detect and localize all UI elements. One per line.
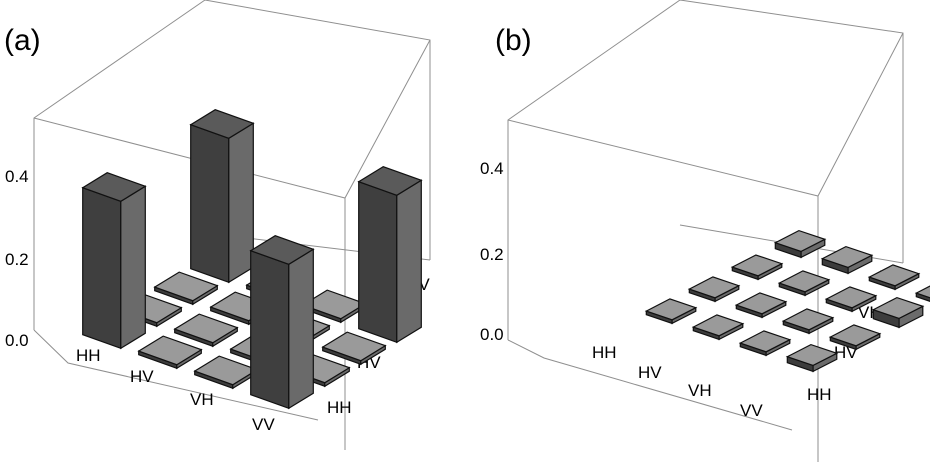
panel-b-bar-VV-HV (828, 324, 882, 351)
panel-b-row-labels: HH HV VH VV (592, 343, 763, 420)
panel-a-ztick-0.0: 0.0 (5, 331, 29, 350)
panel-a-label: (a) (4, 24, 41, 57)
panel-a-row-labels: HH HV VH VV (76, 346, 275, 434)
panel-b-col-label-HH: HH (807, 385, 832, 404)
panel-b-ztick-0.4: 0.4 (480, 159, 504, 178)
panel-b-row-label-VH: VH (688, 381, 712, 400)
panel-b-row-label-HV: HV (638, 363, 662, 382)
panel-b-ticks: 0.4 0.2 0.0 (480, 159, 504, 344)
panel-a-bars (81, 109, 423, 410)
panel-b-bar-VV-VV (914, 285, 930, 302)
panel-b-bar-HV-VH (777, 270, 831, 297)
panel-b-bar-VH-VH (824, 286, 878, 313)
panel-b-bar-VH-HH (738, 330, 792, 357)
panel-a-row-label-VV: VV (252, 415, 275, 434)
panel-b-bar-HV-HH (691, 314, 745, 341)
panel-a-row-label-HH: HH (76, 346, 101, 365)
panel-a-bar-HV-HH (137, 335, 203, 370)
panel-b: (b) 0.4 0.2 0.0 HH HV VH VV HH HV VH VV (480, 0, 930, 462)
panel-b-label: (b) (495, 24, 532, 57)
panel-a-ztick-0.2: 0.2 (5, 250, 29, 269)
panel-a-row-label-VH: VH (190, 390, 214, 409)
panel-b-bar-HV-VV (820, 245, 874, 275)
panel-a-row-label-HV: HV (130, 367, 154, 386)
panel-a-ticks: 0.4 0.2 0.0 (5, 167, 29, 350)
panel-b-bar-HH-VH (730, 254, 784, 281)
panel-b-bars (644, 229, 930, 373)
panel-a-bar-HV-HV (173, 313, 239, 348)
panel-b-bar-HH-VV (773, 229, 827, 259)
panel-b-bar-VV-VH (871, 296, 925, 329)
panel-a: (a) 0.4 0.2 0.0 HH HV VH VV HH HV VH VV (4, 0, 431, 450)
panel-b-bar-VH-VV (867, 264, 921, 291)
panel-a-ztick-0.4: 0.4 (5, 167, 29, 186)
panel-b-bar-HH-HH (644, 298, 698, 325)
panel-a-bar-HH-VV (189, 109, 255, 284)
panel-a-col-label-HH: HH (327, 398, 352, 417)
panel-b-ztick-0.0: 0.0 (480, 325, 504, 344)
panel-b-row-label-VV: VV (740, 401, 763, 420)
panel-a-bar-HH-HH (81, 172, 147, 350)
panel-a-bar-HH-VH (153, 271, 219, 306)
panel-a-bar-VV-VV (357, 166, 423, 344)
panel-b-bar-HH-HV (687, 276, 741, 303)
panel-a-bar-VV-VH (321, 331, 387, 366)
panel-b-ztick-0.2: 0.2 (480, 245, 504, 264)
panel-b-bar-HV-HV (734, 292, 788, 319)
panel-b-bar-VV-HH (785, 343, 839, 373)
panel-a-bar-VH-HH (193, 355, 259, 390)
panel-b-row-label-HH: HH (592, 343, 617, 362)
panel-b-bar-VH-HV (781, 308, 835, 335)
panel-a-bar-VV-HH (249, 235, 315, 410)
